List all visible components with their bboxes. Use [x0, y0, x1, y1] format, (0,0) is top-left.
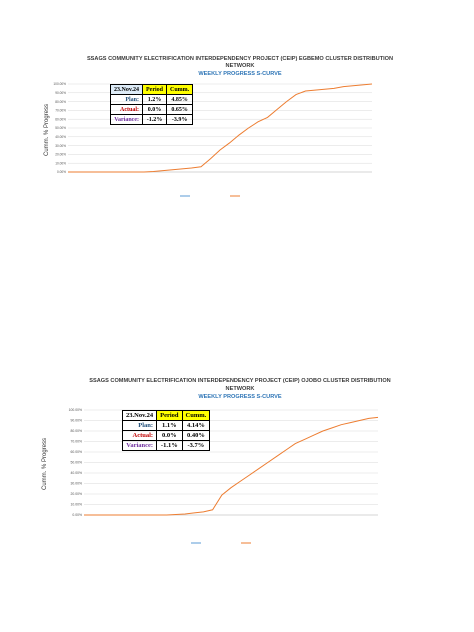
- row-label-actual: Actual:: [121, 430, 158, 441]
- y-tick-label: 70.00%: [55, 109, 66, 113]
- y-tick-label: 0.00%: [72, 513, 82, 517]
- y-tick-label: 60.00%: [55, 117, 66, 121]
- s-curve-panel-ojobo: SSAGS COMMUNITY ELECTRIFICATION INTERDEP…: [40, 372, 440, 552]
- y-tick-label: 30.00%: [71, 482, 83, 486]
- actual-cumm: 0.65%: [166, 104, 194, 115]
- plan-period: 1.2%: [142, 94, 168, 105]
- table-date: 23.Nov.24: [121, 410, 158, 421]
- kpi-table: 23.Nov.24 Period Cumm. Plan: 1.2% 4.85% …: [109, 84, 194, 125]
- s-curve-chart-ojobo: 0.00% 10.00% 20.00% 30.00% 40.00% 50.00% 60.00…: [69, 408, 379, 544]
- actual-period: 0.0%: [142, 104, 168, 115]
- y-tick-label: 90.00%: [55, 91, 66, 95]
- table-header-period: Period: [156, 410, 183, 421]
- series-line-cumulative: [84, 416, 379, 516]
- plan-period: 1.1%: [156, 420, 183, 431]
- chart-title-line1: SSAGS COMMUNITY ELECTRIFICATION INTERDEP…: [89, 378, 391, 384]
- kpi-table: 23.Nov.24 Period Cumm. Plan: 1.1% 4.14% …: [121, 410, 211, 451]
- variance-cumm: -3.9%: [166, 114, 194, 125]
- chart-title-line1: SSAGS COMMUNITY ELECTRIFICATION INTERDEP…: [86, 56, 394, 62]
- actual-period: 0.0%: [156, 430, 183, 441]
- plan-cumm: 4.85%: [166, 94, 194, 105]
- y-tick-label: 90.00%: [71, 419, 83, 423]
- y-tick-label: 100.00%: [53, 82, 66, 86]
- actual-cumm: 0.40%: [181, 430, 211, 441]
- row-label-variance: Variance:: [109, 114, 144, 125]
- chart-title-line2: NETWORK: [225, 63, 255, 69]
- y-tick-label: 50.00%: [55, 126, 66, 130]
- y-tick-label: 100.00%: [69, 408, 82, 412]
- y-tick-label: 0.00%: [57, 170, 66, 174]
- table-header-cumm: Cumm.: [181, 410, 211, 421]
- table-date: 23.Nov.24: [109, 84, 144, 95]
- row-label-plan: Plan:: [109, 94, 144, 105]
- plan-cumm: 4.14%: [181, 420, 211, 431]
- y-tick-label: 10.00%: [55, 161, 66, 165]
- y-tick-label: 40.00%: [71, 471, 83, 475]
- y-tick-label: 60.00%: [71, 450, 83, 454]
- variance-cumm: -3.7%: [181, 440, 211, 451]
- table-header-period: Period: [142, 84, 168, 95]
- s-curve-chart-egbemo: 0.00% 10.00% 20.00% 30.00% 40.00% 50.00% 60.00…: [53, 82, 373, 197]
- y-tick-label: 20.00%: [55, 153, 66, 157]
- row-label-actual: Actual:: [109, 104, 144, 115]
- chart-title-line2: NETWORK: [225, 386, 255, 392]
- s-curve-panel-egbemo: SSAGS COMMUNITY ELECTRIFICATION INTERDEP…: [40, 48, 440, 208]
- y-tick-label: 80.00%: [71, 429, 83, 433]
- series-line-cumulative: [68, 83, 373, 173]
- table-header-cumm: Cumm.: [166, 84, 194, 95]
- chart-subtitle: WEEKLY PROGRESS S-CURVE: [198, 71, 282, 77]
- chart-subtitle: WEEKLY PROGRESS S-CURVE: [198, 394, 282, 400]
- variance-period: -1.2%: [142, 114, 168, 125]
- variance-period: -1.1%: [156, 440, 183, 451]
- row-label-variance: Variance:: [121, 440, 158, 451]
- y-tick-label: 50.00%: [71, 461, 83, 465]
- y-tick-label: 30.00%: [55, 144, 66, 148]
- y-tick-label: 40.00%: [55, 135, 66, 139]
- y-tick-label: 80.00%: [55, 100, 66, 104]
- y-tick-label: 10.00%: [71, 503, 83, 507]
- y-tick-label: 20.00%: [71, 492, 83, 496]
- row-label-plan: Plan:: [121, 420, 158, 431]
- y-tick-label: 70.00%: [71, 440, 83, 444]
